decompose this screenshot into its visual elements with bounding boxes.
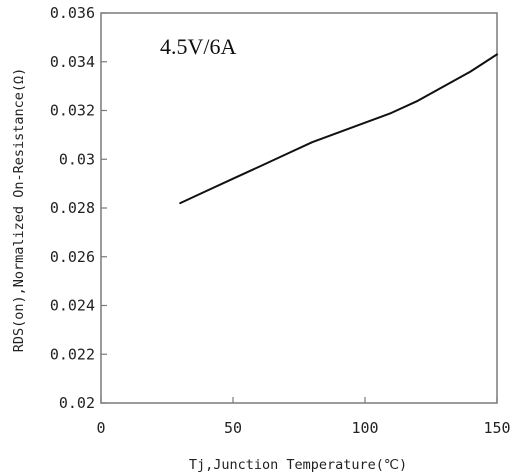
y-tick-label: 0.026	[50, 248, 95, 266]
plot-area	[100, 12, 498, 404]
x-tick-label: 150	[483, 419, 510, 437]
y-tick-label: 0.028	[50, 199, 95, 217]
condition-annotation: 4.5V/6A	[160, 34, 237, 59]
y-tick-label: 0.032	[50, 102, 95, 120]
plot-frame	[100, 12, 498, 404]
x-tick-label: 50	[224, 419, 242, 437]
x-tick-label: 100	[351, 419, 378, 437]
x-axis: 0 50 100 150	[96, 397, 511, 437]
x-axis-label: Tj,Junction Temperature(℃)	[189, 457, 407, 473]
x-tick-label: 0	[96, 419, 105, 437]
y-tick-label: 0.024	[50, 297, 95, 315]
series-line	[179, 53, 498, 205]
series-layer	[179, 53, 498, 205]
y-axis: 0.02 0.022 0.024 0.026 0.028 0.03 0.032 0.034 0.…	[50, 4, 107, 412]
y-tick-label: 0.036	[50, 4, 95, 22]
y-tick-label: 0.03	[59, 150, 95, 168]
y-tick-label: 0.034	[50, 53, 95, 71]
y-tick-label: 0.022	[50, 345, 95, 363]
y-axis-label: RDS(on),Normalized On-Resistance(Ω)	[11, 68, 27, 352]
y-tick-label: 0.02	[59, 394, 95, 412]
